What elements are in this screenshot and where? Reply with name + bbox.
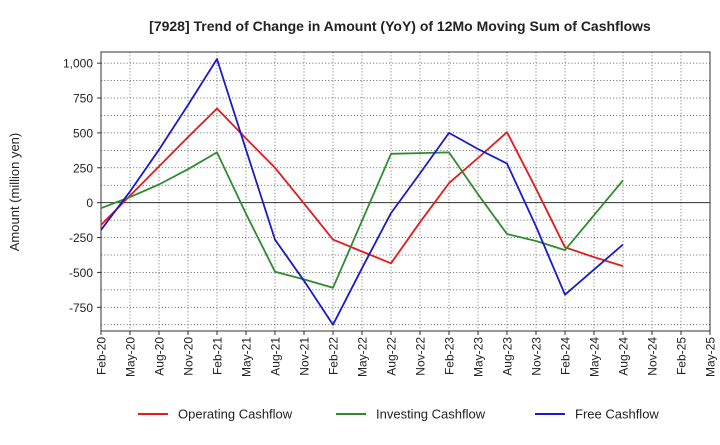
x-tick-label: Feb-20 [95, 337, 109, 375]
x-tick-label: Aug-21 [269, 337, 283, 376]
legend-label: Investing Cashflow [376, 407, 486, 422]
x-tick-label: May-24 [588, 337, 602, 377]
legend-label: Operating Cashflow [178, 407, 293, 422]
y-tick-label: 500 [73, 126, 93, 140]
x-tick-label: Nov-22 [414, 337, 428, 376]
legend-label: Free Cashflow [575, 407, 659, 422]
y-tick-label: -750 [69, 301, 93, 315]
y-tick-label: -500 [69, 266, 93, 280]
x-tick-label: May-23 [472, 337, 486, 377]
x-tick-label: Feb-23 [443, 337, 457, 375]
gridlines [101, 52, 710, 331]
axes: -750 -500 -250 0 250 500 750 1,000 Feb-20 May-20 A… [63, 51, 718, 377]
x-tick-label: May-22 [356, 337, 370, 377]
x-tick-label: May-21 [240, 337, 254, 377]
y-tick-label: -250 [69, 231, 93, 245]
x-tick-label: Nov-24 [646, 337, 660, 376]
x-tick-label: Nov-21 [298, 337, 312, 376]
x-tick-label: May-20 [124, 337, 138, 377]
x-tick-label: Nov-20 [182, 337, 196, 376]
x-tick-label: Feb-25 [675, 337, 689, 375]
x-tick-label: May-25 [704, 337, 718, 377]
y-axis-label: Amount (million yen) [7, 133, 22, 252]
y-tick-label: 750 [73, 92, 93, 106]
series-line-1 [100, 151, 624, 289]
plot-border [100, 51, 711, 332]
x-tick-label: Nov-23 [530, 337, 544, 376]
x-tick-label: Aug-23 [501, 337, 515, 376]
x-tick-label: Aug-24 [617, 337, 631, 376]
series-lines [100, 58, 624, 326]
x-tick-label: Feb-22 [327, 337, 341, 375]
x-tick-label: Aug-20 [153, 337, 167, 376]
legend: Operating Cashflow Investing Cashflow Free… [138, 407, 659, 422]
x-tick-label: Aug-22 [385, 337, 399, 376]
series-line-0 [100, 107, 624, 267]
y-tick-label: 0 [86, 196, 93, 210]
x-tick-label: Feb-21 [211, 337, 225, 375]
y-tick-label: 250 [73, 161, 93, 175]
x-tick-label: Feb-24 [559, 337, 573, 375]
y-tick-label: 1,000 [63, 57, 93, 71]
chart-title: [7928] Trend of Change in Amount (YoY) o… [149, 18, 651, 34]
series-line-2 [100, 58, 624, 326]
